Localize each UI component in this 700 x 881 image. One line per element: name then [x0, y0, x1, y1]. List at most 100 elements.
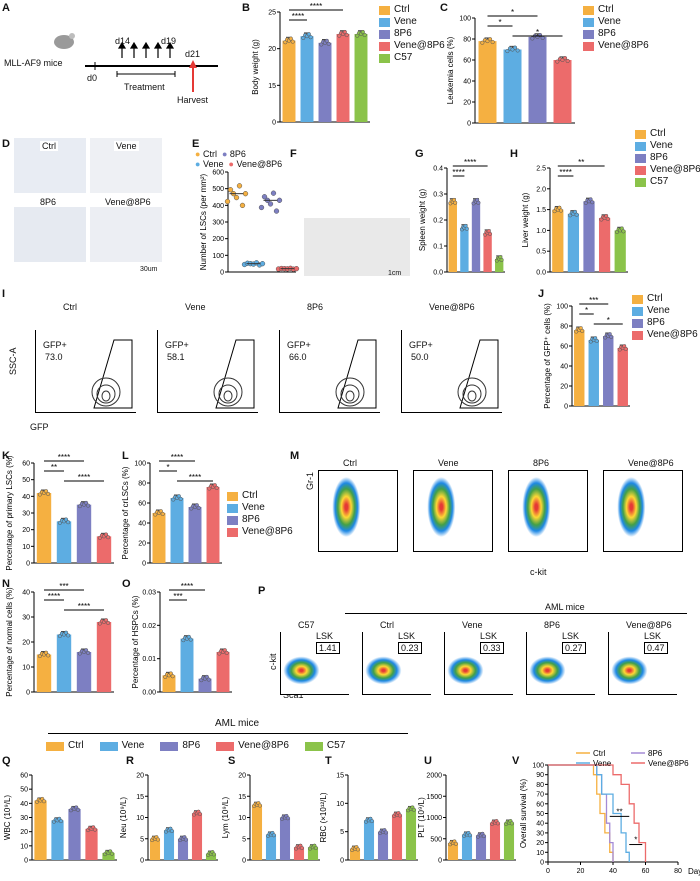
data-point — [623, 346, 628, 351]
y-tick-label: 100 — [134, 461, 146, 468]
bar-vene-8p6 — [293, 847, 305, 860]
y-tick-label: 400 — [212, 203, 224, 210]
y-tick-label: 100 — [532, 763, 544, 770]
data-point — [86, 650, 91, 655]
scatter-point — [270, 190, 277, 196]
legend-c: Ctrl Vene 8P6 Vene@8P6 — [583, 4, 649, 52]
flow-p-title-4: Vene@8P6 — [626, 620, 672, 630]
flow-i-title-2: 8P6 — [307, 302, 324, 312]
data-point — [224, 650, 229, 655]
data-point — [160, 511, 165, 516]
harvest-label: Harvest — [177, 95, 209, 105]
sig-label: * — [166, 463, 169, 472]
y-tick-label: 20 — [136, 773, 144, 780]
y-tick-label: 2000 — [426, 773, 442, 780]
flow-i-title-0: Ctrl — [63, 302, 77, 312]
bar-c57 — [405, 809, 417, 860]
y-tick-label: 20 — [268, 46, 276, 53]
y-tick-label: 2.0 — [536, 186, 546, 193]
bar-vene — [363, 820, 375, 860]
y-tick-label: 30 — [22, 615, 30, 622]
flow-p-gate-1: LSK — [398, 631, 416, 641]
bar-ctrl — [574, 330, 585, 406]
x-axis-title: Day — [688, 867, 700, 876]
flow-p-gate-0: LSK — [316, 631, 334, 641]
histology-label-combo: Vene@8P6 — [105, 197, 151, 207]
data-point — [397, 813, 402, 818]
y-tick-label: 15 — [336, 773, 344, 780]
data-point — [66, 633, 71, 638]
y-tick-label: 10 — [20, 843, 28, 850]
panel-label-h: H — [510, 148, 518, 160]
y-axis-title: Body weight (g) — [251, 39, 260, 95]
bar-vene — [460, 227, 469, 272]
y-tick-label: 70 — [536, 792, 544, 799]
y-tick-label: 0.1 — [433, 244, 443, 251]
y-tick-label: 1000 — [426, 815, 442, 822]
y-tick-label: 80 — [536, 782, 544, 789]
flow-p-title-2: Vene — [462, 620, 483, 630]
y-tick-label: 0 — [564, 404, 568, 411]
data-point — [313, 845, 318, 851]
y-axis-title: Neu (10⁹/L) — [119, 797, 128, 839]
bar-vene-8p6 — [206, 487, 220, 563]
data-point — [92, 827, 98, 832]
y-axis-title: Spleen weight (g) — [418, 189, 427, 252]
chart-j: 0 20 40 60 80 100 Percentage of GFP⁺ cells (%)… — [543, 296, 630, 411]
spleen-photo — [304, 165, 410, 215]
bar-8p6 — [188, 507, 202, 563]
y-tick-label: 40 — [138, 521, 146, 528]
bar-vene-8p6 — [617, 348, 628, 406]
bar-c57 — [503, 822, 515, 860]
bar-vene-8p6 — [598, 217, 611, 272]
flow-p-value-1: 0.23 — [398, 642, 422, 654]
scatter-point — [239, 202, 246, 209]
y-tick-label: 0.0 — [536, 270, 546, 277]
y-tick-label: 80 — [138, 481, 146, 488]
y-tick-label: 10 — [238, 815, 246, 822]
y-tick-label: 15 — [136, 794, 144, 801]
data-point — [188, 637, 193, 642]
y-tick-label: 40 — [536, 821, 544, 828]
bar-ctrl — [152, 513, 166, 563]
chart-e: 0 100 200 300 400 500 600 Number of LSCs (per m… — [199, 170, 300, 277]
bar-vene-8p6 — [96, 622, 112, 692]
y-tick-label: 100 — [459, 16, 471, 23]
y-tick-label: 0.02 — [142, 623, 156, 630]
y-tick-label: 0.0 — [433, 270, 443, 277]
y-tick-label: 0 — [142, 561, 146, 568]
data-point — [342, 29, 347, 35]
bar-vene — [588, 340, 599, 406]
flow-p-value-0: 1.41 — [316, 642, 340, 654]
flow-m-plot-2 — [508, 470, 588, 552]
timeline-d14: d14 — [115, 36, 131, 46]
y-axis-title: Overall survival (%) — [519, 778, 528, 848]
bar-8p6 — [76, 652, 92, 692]
bar-vene — [300, 36, 314, 123]
sig-label: * — [585, 306, 588, 315]
survival-line-vene-8p6 — [548, 764, 647, 862]
y-tick-label: 40 — [463, 79, 471, 86]
panel-label-j: J — [538, 288, 545, 300]
bar-8p6 — [68, 809, 81, 860]
data-point — [558, 208, 564, 213]
sig-label: **** — [48, 592, 60, 601]
mouse-model-label: MLL-AF9 mice — [4, 58, 63, 68]
chart-c: 0 20 40 60 80 100 Leukemia cells (%) * * * — [446, 8, 575, 128]
flow-p-gate-3: LSK — [562, 631, 580, 641]
panel-label-m: M — [290, 450, 300, 462]
flow-i-title-1: Vene — [185, 302, 206, 312]
legend-label: Vene — [593, 759, 612, 768]
bar-vene — [56, 634, 72, 692]
legend-bottom: Ctrl Vene 8P6 Vene@8P6 C57 — [46, 740, 345, 752]
data-point — [464, 226, 469, 231]
y-tick-label: 2.5 — [536, 166, 546, 173]
x-tick-label: 40 — [609, 868, 617, 875]
y-tick-label: 0.00 — [142, 690, 156, 697]
y-tick-label: 20 — [238, 773, 246, 780]
data-point — [86, 503, 91, 508]
flow-m-title-2: 8P6 — [533, 458, 550, 468]
y-tick-label: 0 — [467, 121, 471, 128]
